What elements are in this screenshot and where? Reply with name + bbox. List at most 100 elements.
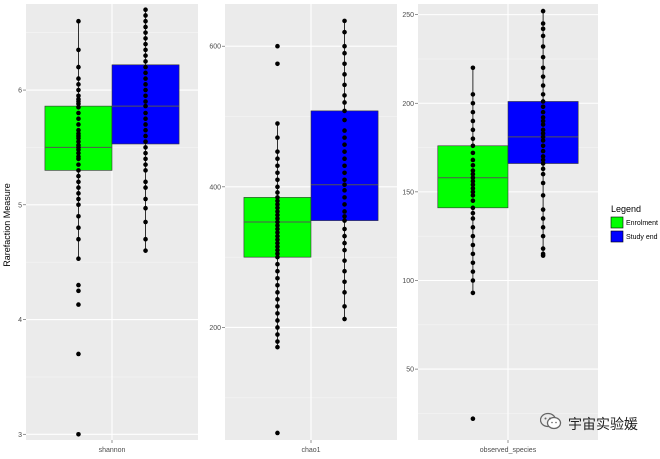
data-point bbox=[143, 53, 148, 58]
data-point bbox=[275, 177, 280, 183]
data-point bbox=[540, 154, 546, 159]
data-point bbox=[275, 219, 280, 225]
data-point bbox=[76, 351, 81, 357]
data-point bbox=[470, 182, 476, 188]
data-point bbox=[275, 233, 280, 239]
data-point bbox=[76, 101, 81, 107]
data-point bbox=[143, 139, 148, 144]
data-point bbox=[342, 268, 347, 274]
data-point bbox=[76, 122, 81, 127]
data-point bbox=[342, 209, 347, 214]
data-point bbox=[76, 196, 81, 202]
data-point bbox=[275, 223, 280, 228]
data-point bbox=[143, 41, 148, 47]
data-point bbox=[540, 8, 546, 14]
data-point bbox=[342, 149, 347, 154]
data-point bbox=[275, 149, 280, 154]
data-point bbox=[76, 282, 81, 288]
data-point bbox=[470, 171, 476, 177]
x-tick-label: observed_species bbox=[480, 447, 537, 454]
data-point bbox=[143, 30, 148, 35]
data-point bbox=[540, 74, 546, 79]
data-point bbox=[275, 261, 280, 267]
data-point bbox=[275, 237, 280, 242]
data-point bbox=[342, 170, 347, 176]
data-point bbox=[470, 92, 476, 97]
data-point bbox=[540, 148, 546, 154]
data-point bbox=[470, 189, 476, 195]
data-point bbox=[143, 59, 148, 64]
data-point bbox=[143, 236, 148, 242]
data-point bbox=[143, 70, 148, 76]
data-point bbox=[76, 147, 81, 153]
data-point bbox=[470, 65, 476, 71]
data-point bbox=[143, 145, 148, 150]
data-point bbox=[143, 99, 148, 104]
data-point bbox=[342, 218, 347, 223]
data-point bbox=[540, 99, 546, 104]
data-point bbox=[275, 325, 280, 330]
data-point bbox=[342, 247, 347, 253]
data-point bbox=[470, 216, 476, 221]
facet-panel-observed-species: 50 100 150 200 250 observed_species bbox=[402, 4, 598, 454]
data-point bbox=[143, 110, 148, 116]
data-point bbox=[76, 87, 81, 93]
data-point bbox=[342, 18, 347, 24]
data-point bbox=[540, 118, 546, 124]
y-tick-label: 250 bbox=[402, 12, 414, 19]
data-point bbox=[342, 290, 347, 295]
data-point bbox=[342, 214, 347, 219]
data-point bbox=[470, 162, 476, 168]
data-point bbox=[76, 93, 81, 99]
data-point bbox=[470, 416, 476, 422]
data-point bbox=[342, 29, 347, 35]
facet-panel-chao1: 200 400 600 chao1 bbox=[209, 4, 397, 454]
data-point bbox=[143, 162, 148, 167]
data-point bbox=[275, 230, 280, 235]
data-point bbox=[540, 21, 546, 26]
data-point bbox=[540, 171, 546, 177]
legend-label-study-end: Study end bbox=[626, 234, 658, 241]
data-point bbox=[470, 251, 476, 257]
data-point bbox=[76, 135, 81, 141]
data-point bbox=[275, 275, 280, 281]
data-point bbox=[143, 156, 148, 162]
data-point bbox=[275, 198, 280, 204]
data-point bbox=[275, 244, 280, 249]
box-enrolment bbox=[437, 65, 509, 422]
data-point bbox=[342, 135, 347, 140]
y-tick-label: 200 bbox=[402, 101, 414, 108]
data-point bbox=[540, 233, 546, 239]
y-tick-label: 5 bbox=[18, 202, 22, 209]
data-point bbox=[76, 82, 81, 87]
data-point bbox=[342, 258, 347, 263]
data-point bbox=[76, 168, 81, 173]
data-point bbox=[342, 182, 347, 188]
watermark: 宇宙实验媛 bbox=[539, 412, 638, 435]
data-point bbox=[342, 304, 347, 309]
data-point bbox=[76, 191, 81, 196]
box-study-end bbox=[310, 18, 379, 322]
facet-panels: 3 4 5 6 shannon 200 400 600 chao1 50 100 150 200 250 o… bbox=[18, 4, 598, 454]
watermark-text: 宇宙实验媛 bbox=[568, 416, 638, 433]
data-point bbox=[143, 36, 148, 41]
data-point bbox=[342, 93, 347, 98]
data-point bbox=[143, 93, 148, 99]
legend-label-enrolment: Enrolment bbox=[626, 220, 658, 227]
data-point bbox=[275, 61, 280, 67]
x-tick-label: shannon bbox=[99, 447, 126, 454]
data-point bbox=[143, 185, 148, 190]
data-point bbox=[275, 184, 280, 190]
data-point bbox=[342, 50, 347, 56]
y-tick-label: 200 bbox=[209, 325, 221, 332]
data-point bbox=[540, 143, 546, 149]
data-point bbox=[275, 268, 280, 274]
data-point bbox=[342, 142, 347, 147]
data-point bbox=[540, 104, 546, 110]
y-tick-label: 50 bbox=[406, 367, 414, 374]
data-point bbox=[540, 65, 546, 71]
data-point bbox=[540, 193, 546, 198]
data-point bbox=[143, 13, 148, 18]
data-point bbox=[275, 209, 280, 214]
data-point bbox=[143, 103, 148, 109]
